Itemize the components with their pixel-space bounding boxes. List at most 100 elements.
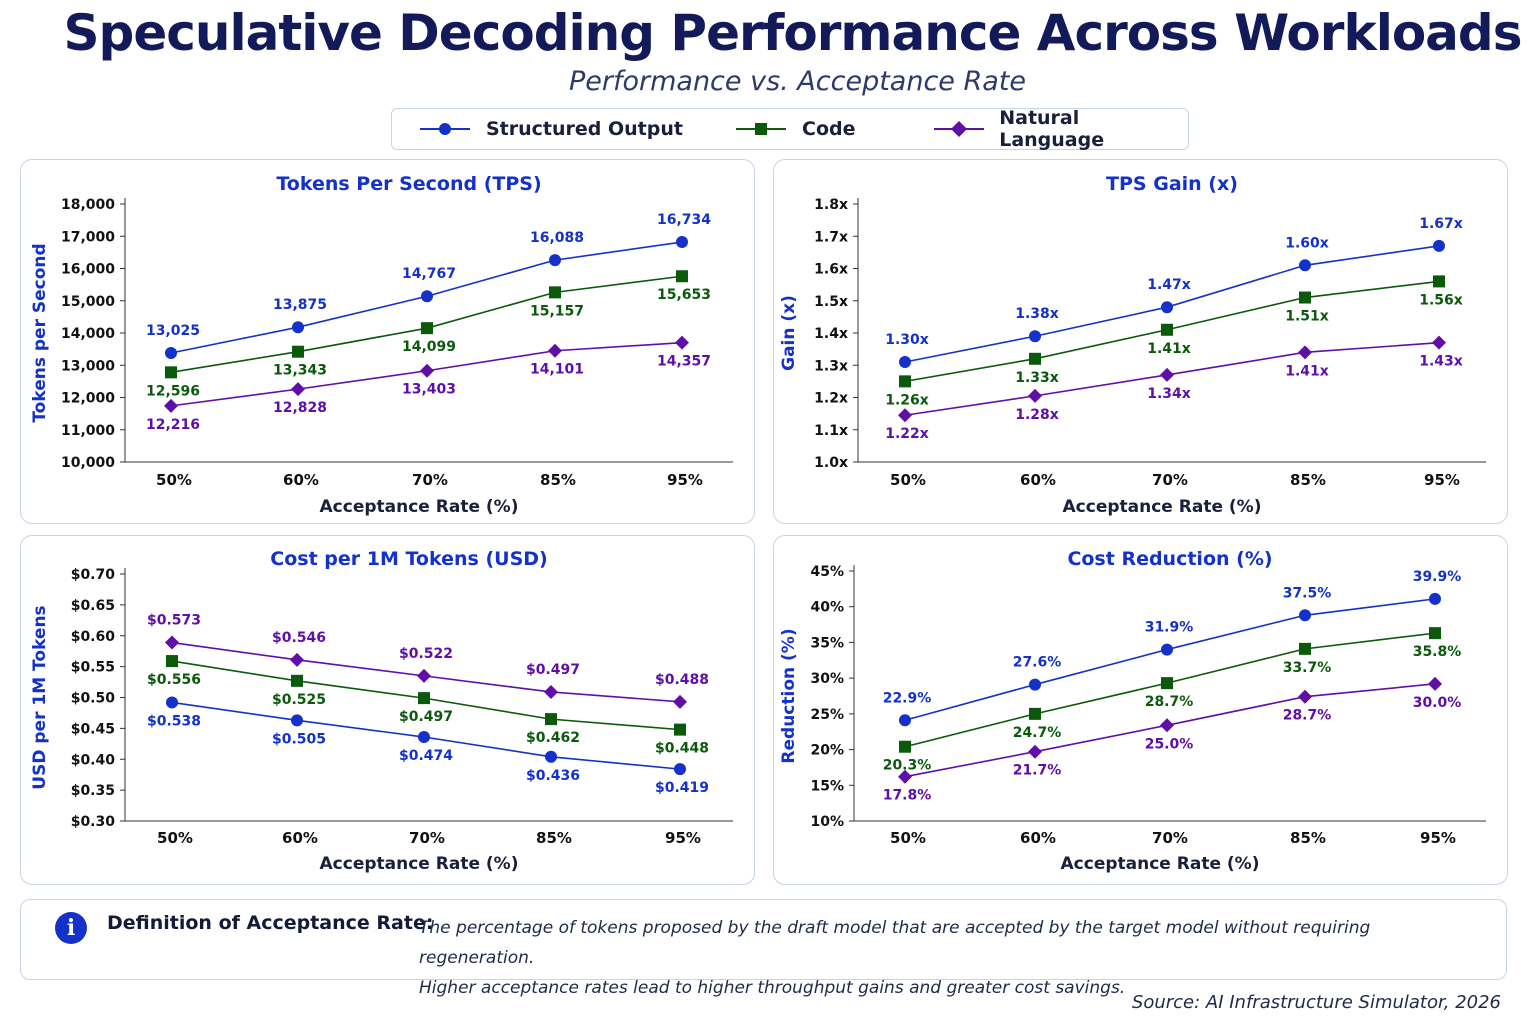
x-tick-label: 85%	[1290, 829, 1326, 847]
data-point	[899, 356, 911, 369]
data-point	[899, 375, 911, 388]
legend-item-natural-language: Natural Language	[932, 107, 1188, 151]
x-tick-label: 50%	[156, 471, 192, 489]
x-axis-label: Acceptance Rate (%)	[1061, 854, 1260, 874]
data-point	[1429, 627, 1441, 640]
data-label: 13,343	[273, 363, 327, 379]
data-point	[1160, 718, 1174, 733]
data-point	[674, 763, 686, 776]
y-tick-label: 13,000	[61, 358, 115, 374]
data-label: 15,653	[657, 287, 711, 303]
data-point	[1432, 335, 1446, 350]
data-label: 1.43x	[1419, 354, 1463, 370]
chart-title: Cost per 1M Tokens (USD)	[270, 548, 547, 570]
y-tick-label: 40%	[810, 600, 844, 616]
y-tick-label: 20%	[810, 743, 844, 759]
data-label: 14,767	[402, 266, 456, 282]
data-point	[1028, 744, 1042, 759]
data-point	[674, 723, 686, 736]
y-tick-label: $0.35	[71, 783, 115, 799]
data-label: 35.8%	[1413, 644, 1462, 660]
data-point	[545, 750, 557, 763]
circle-marker-icon	[420, 123, 470, 135]
x-tick-label: 70%	[1152, 829, 1188, 847]
data-point	[1029, 707, 1041, 720]
data-point	[676, 236, 688, 249]
data-point	[545, 713, 557, 726]
y-tick-label: $0.60	[71, 629, 116, 645]
x-tick-label: 95%	[1420, 829, 1456, 847]
y-tick-label: 1.0x	[814, 455, 848, 471]
y-tick-label: 1.4x	[814, 326, 848, 342]
data-point	[421, 290, 433, 303]
data-label: 13,025	[146, 323, 200, 339]
y-tick-label: 25%	[810, 707, 844, 723]
data-label: 39.9%	[1413, 569, 1462, 585]
data-point	[673, 694, 687, 709]
y-tick-label: $0.70	[71, 567, 116, 583]
legend: Structured Output Code Natural Language	[391, 107, 1189, 151]
data-point	[165, 635, 179, 650]
data-label: 12,216	[146, 417, 200, 433]
cost-reduction-chart: Cost Reduction (%) 10% 15% 20% 25% 30% 35% 40% 4…	[779, 548, 1486, 874]
data-point	[1161, 677, 1173, 690]
data-label: 17.8%	[883, 788, 932, 804]
data-label: 28.7%	[1145, 694, 1194, 710]
data-label: 25.0%	[1145, 736, 1194, 752]
info-icon: i	[55, 912, 87, 944]
y-axis-label: Reduction (%)	[779, 628, 799, 763]
diamond-marker-icon	[934, 121, 984, 137]
x-axis-label: Acceptance Rate (%)	[320, 497, 519, 517]
data-label: 1.51x	[1285, 309, 1329, 325]
data-point	[292, 321, 304, 334]
chart-title: TPS Gain (x)	[1106, 173, 1238, 195]
data-point	[165, 346, 177, 359]
data-label: $0.556	[147, 672, 201, 688]
info-box: i Definition of Acceptance Rate: The per…	[20, 899, 1507, 998]
x-tick-label: 50%	[890, 829, 926, 847]
x-tick-label: 60%	[1020, 829, 1056, 847]
data-label: 1.30x	[885, 332, 929, 348]
y-tick-label: 12,000	[61, 391, 115, 407]
data-label: 20.3%	[883, 758, 932, 774]
tps-gain-chart: TPS Gain (x) 1.0x 1.1x 1.2x 1.3x 1.4x 1.5x 1.6x…	[779, 173, 1486, 517]
data-label: 30.0%	[1413, 695, 1462, 711]
data-point	[1299, 291, 1311, 304]
data-label: 1.28x	[1015, 407, 1059, 423]
data-point	[675, 335, 689, 350]
data-label: 14,357	[657, 354, 711, 370]
x-tick-label: 60%	[283, 471, 319, 489]
x-tick-label: 95%	[1424, 471, 1460, 489]
y-tick-label: $0.55	[71, 660, 115, 676]
data-label: $0.448	[655, 741, 709, 757]
data-point	[291, 714, 303, 727]
data-label: 13,875	[273, 297, 327, 313]
y-tick-label: $0.50	[71, 691, 116, 707]
data-point	[1028, 388, 1042, 403]
data-point	[165, 366, 177, 379]
data-label: $0.474	[399, 748, 453, 764]
data-label: $0.497	[526, 662, 580, 678]
info-line-1: The percentage of tokens proposed by the…	[419, 918, 1371, 968]
x-tick-label: 85%	[1290, 471, 1326, 489]
data-point	[1429, 592, 1441, 605]
data-point	[1299, 642, 1311, 655]
chart-title: Cost Reduction (%)	[1067, 548, 1272, 570]
x-tick-label: 85%	[540, 471, 576, 489]
data-point	[549, 286, 561, 299]
data-point	[549, 254, 561, 267]
cost-chart: Cost per 1M Tokens (USD) $0.30 $0.35 $0.40 $…	[30, 548, 733, 874]
y-tick-label: 18,000	[61, 197, 115, 213]
data-point	[1161, 301, 1173, 314]
data-point	[418, 731, 430, 744]
y-tick-label: 1.7x	[814, 229, 848, 245]
data-label: 21.7%	[1013, 763, 1062, 779]
y-tick-label: 1.3x	[814, 358, 848, 374]
data-label: 12,596	[146, 383, 200, 399]
data-label: $0.525	[272, 692, 326, 708]
data-point	[164, 398, 178, 413]
x-axis-label: Acceptance Rate (%)	[320, 854, 519, 874]
data-label: 13,403	[402, 382, 456, 398]
data-point	[899, 740, 911, 753]
x-tick-label: 70%	[409, 829, 445, 847]
